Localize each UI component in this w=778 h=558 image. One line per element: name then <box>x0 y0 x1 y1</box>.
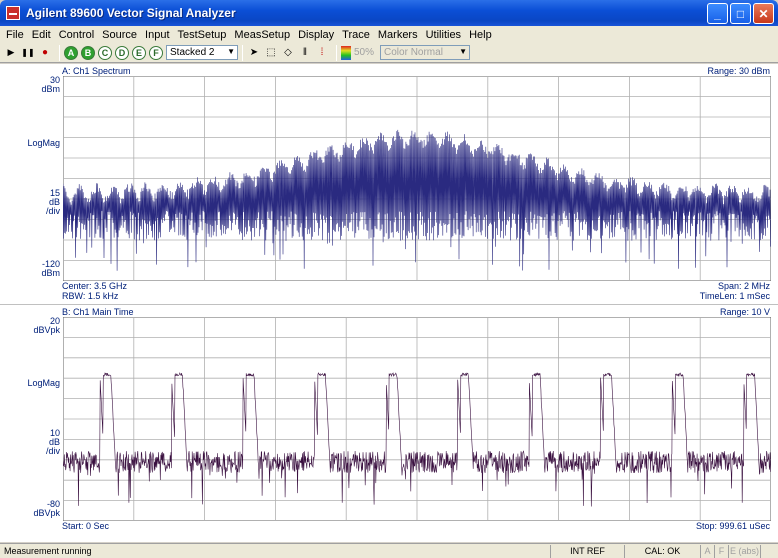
panel-b-scale-name[interactable]: LogMag <box>27 378 60 388</box>
panel-b-ybottom-value: -80 <box>46 499 60 509</box>
zoom-box-icon[interactable]: ⬚ <box>266 47 276 58</box>
plot-grid <box>63 317 771 521</box>
trace-a-button[interactable]: A <box>64 45 78 60</box>
panel-a-ytop-unit: dBm <box>41 84 60 94</box>
menu-utilities[interactable]: Utilities <box>425 28 462 41</box>
panel-a-rbw[interactable]: RBW: 1.5 kHz <box>62 291 119 301</box>
marker-diamond-icon[interactable]: ◇ <box>284 47 292 58</box>
menu-testsetup[interactable]: TestSetup <box>177 28 227 41</box>
minimize-button[interactable]: _ <box>707 3 728 24</box>
panel-a-range[interactable]: Range: 30 dBm <box>707 66 770 76</box>
menu-edit[interactable]: Edit <box>31 28 51 41</box>
layout-dropdown[interactable]: Stacked 2 ▼ <box>166 45 238 60</box>
cal-status: CAL: OK <box>624 544 700 558</box>
pause-button[interactable]: ❚❚ <box>21 48 35 57</box>
peak-marker-icon[interactable]: ⁞ <box>320 47 324 58</box>
ref-status: INT REF <box>550 544 624 558</box>
band-marker-icon[interactable]: ‖ <box>302 47 308 58</box>
menu-input[interactable]: Input <box>145 28 170 41</box>
record-button[interactable]: ● <box>41 47 49 58</box>
panel-b-stop[interactable]: Stop: 999.61 uSec <box>695 521 770 531</box>
color-palette-icon[interactable] <box>341 45 351 60</box>
status-message: Measurement running <box>4 546 92 556</box>
panel-b-div-unit1: dB <box>48 437 60 447</box>
toolbar-separator <box>336 44 337 61</box>
panel-b-ybottom-unit: dBVpk <box>33 508 60 518</box>
close-button[interactable]: ✕ <box>753 3 774 24</box>
color-mode-value: Color Normal <box>384 47 443 58</box>
panel-a-ybottom-value: -120 <box>41 259 60 269</box>
panel-a-span[interactable]: Span: 2 MHz <box>717 281 770 291</box>
panel-b-div-value: 10 <box>49 428 60 438</box>
window-title: Agilent 89600 Vector Signal Analyzer <box>26 6 236 20</box>
panel-b-title: B: Ch1 Main Time <box>62 307 134 317</box>
status-bar: Measurement running INT REF CAL: OK A F … <box>0 543 778 558</box>
chevron-down-icon: ▼ <box>227 47 235 56</box>
spectrum-trace <box>63 129 771 271</box>
trace-b-button[interactable]: B <box>81 45 95 60</box>
panel-b-ytop-unit: dBVpk <box>33 325 60 335</box>
panel-a-ybottom-unit: dBm <box>41 268 60 278</box>
chevron-down-icon: ▼ <box>459 47 468 56</box>
panel-a-scale-name[interactable]: LogMag <box>27 138 60 148</box>
menu-control[interactable]: Control <box>58 28 95 41</box>
menu-help[interactable]: Help <box>469 28 492 41</box>
panel-b-div-unit2: /div <box>45 446 60 456</box>
menu-trace[interactable]: Trace <box>342 28 370 41</box>
menu-source[interactable]: Source <box>102 28 138 41</box>
time-trace <box>63 372 771 507</box>
menu-bar: File Edit Control Source Input TestSetup… <box>0 26 778 43</box>
indicator-a: A <box>700 544 714 558</box>
panel-b-start[interactable]: Start: 0 Sec <box>62 521 110 531</box>
pointer-icon[interactable]: ➤ <box>249 47 259 58</box>
app-icon[interactable] <box>6 6 20 20</box>
play-button[interactable]: ▶ <box>7 47 15 57</box>
panel-a-plot[interactable] <box>63 76 771 281</box>
color-mode-dropdown[interactable]: Color Normal ▼ <box>380 45 471 60</box>
panel-b-plot[interactable] <box>63 317 771 521</box>
menu-file[interactable]: File <box>6 28 24 41</box>
toolbar-separator <box>242 44 243 61</box>
panel-b-time[interactable]: B: Ch1 Main Time Range: 10 V 20 dBVpk Lo… <box>0 304 778 542</box>
panel-b-ytop-value: 20 <box>49 316 60 326</box>
opacity-value[interactable]: 50% <box>354 47 375 58</box>
indicator-e: E (abs) <box>728 544 759 558</box>
panel-a-spectrum[interactable]: A: Ch1 Spectrum Range: 30 dBm 30 dBm Log… <box>0 64 778 304</box>
toolbar-separator <box>59 44 60 61</box>
maximize-button[interactable]: □ <box>730 3 751 24</box>
panel-a-title: A: Ch1 Spectrum <box>62 66 131 76</box>
panel-a-div-value: 15 <box>49 188 60 198</box>
resize-grip-icon[interactable] <box>760 544 778 558</box>
panel-b-range[interactable]: Range: 10 V <box>719 307 770 317</box>
trace-d-button[interactable]: D <box>115 45 129 60</box>
menu-meassetup[interactable]: MeasSetup <box>234 28 291 41</box>
trace-f-button[interactable]: F <box>149 45 163 60</box>
panel-a-timelen[interactable]: TimeLen: 1 mSec <box>699 291 770 301</box>
toolbar: ▶ ❚❚ ● A B C D E F Stacked 2 ▼ ➤ ⬚ ◇ ‖ ⁞… <box>0 43 778 63</box>
panel-a-div-unit1: dB <box>48 197 60 207</box>
trace-c-button[interactable]: C <box>98 45 112 60</box>
menu-display[interactable]: Display <box>298 28 335 41</box>
panel-a-ytop-value: 30 <box>49 75 60 85</box>
menu-markers[interactable]: Markers <box>377 28 418 41</box>
panel-a-center[interactable]: Center: 3.5 GHz <box>62 281 128 291</box>
indicator-f: F <box>714 544 728 558</box>
panel-a-div-unit2: /div <box>45 206 60 216</box>
layout-value: Stacked 2 <box>170 47 215 58</box>
title-bar: Agilent 89600 Vector Signal Analyzer _ □… <box>0 0 778 26</box>
trace-e-button[interactable]: E <box>132 45 146 60</box>
